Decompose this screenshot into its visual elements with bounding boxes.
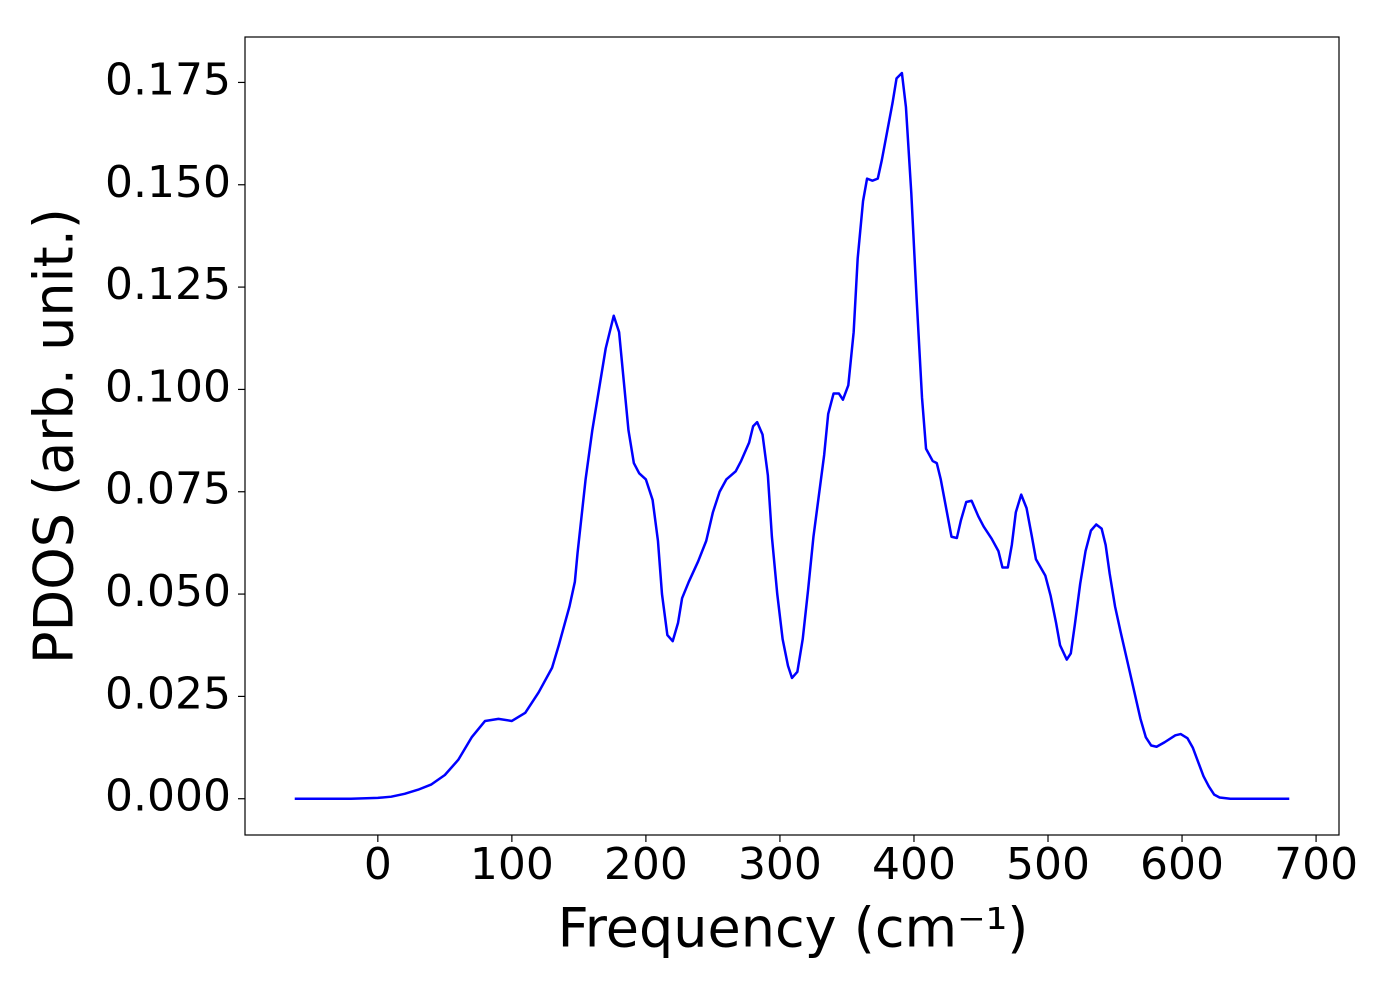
x-tick-label: 400	[872, 839, 956, 890]
y-tick-label: 0.075	[105, 464, 231, 515]
x-tick-label: 500	[1006, 839, 1090, 890]
y-axis-label: PDOS (arb. unit.)	[23, 208, 86, 664]
x-tick-label: 300	[738, 839, 822, 890]
x-tick-label: 0	[364, 839, 392, 890]
x-tick-label: 700	[1274, 839, 1358, 890]
y-tick-label: 0.025	[105, 668, 231, 719]
y-tick-label: 0.125	[105, 259, 231, 310]
y-tick-label: 0.150	[105, 157, 231, 208]
y-tick-label: 0.050	[105, 566, 231, 617]
y-tick-label: 0.100	[105, 361, 231, 412]
y-tick-label: 0.175	[105, 54, 231, 105]
x-tick-label: 200	[604, 839, 688, 890]
x-axis-label: Frequency (cm⁻¹)	[558, 897, 1029, 960]
x-tick-label: 100	[470, 839, 554, 890]
x-tick-label: 600	[1140, 839, 1224, 890]
pdos-line	[294, 71, 1290, 800]
plot-frame	[244, 36, 1340, 836]
y-tick-label: 0.000	[105, 771, 231, 822]
